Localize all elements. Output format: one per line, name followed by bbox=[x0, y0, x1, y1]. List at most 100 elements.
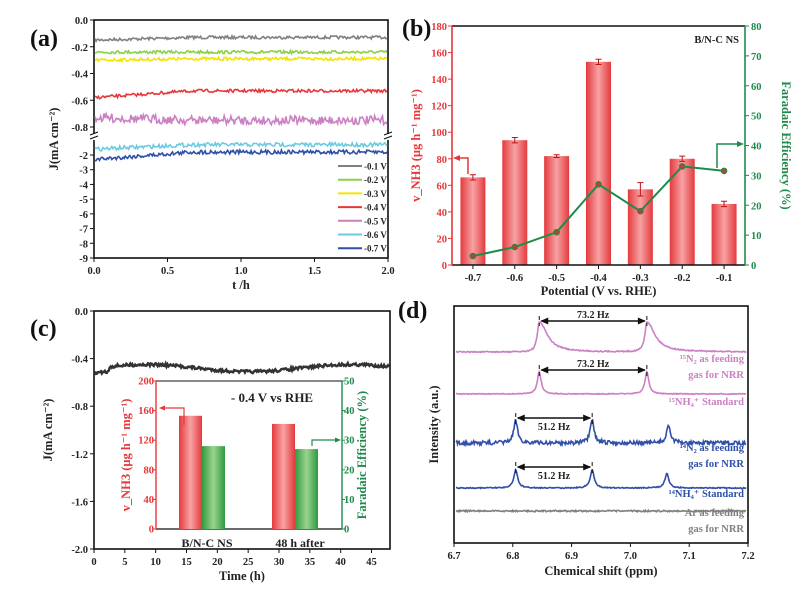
inset-y2-tick-label: 10 bbox=[344, 495, 355, 506]
y-tick-label-a: -2 bbox=[79, 151, 88, 162]
panel-c: (c)0.0-0.4-0.8-1.2-1.6-2.00 5 10 15 20 25 30 35… bbox=[30, 307, 391, 583]
spectrum-label-d: gas for NRR bbox=[688, 370, 744, 381]
inset-y-tick-label: 200 bbox=[138, 377, 154, 388]
plot-frame-c bbox=[93, 310, 391, 550]
x-tick-label-a: 1.0 bbox=[234, 266, 247, 277]
inset-y-tick-label: 80 bbox=[144, 465, 155, 476]
bar-b bbox=[544, 156, 570, 265]
series-line-a bbox=[95, 147, 388, 163]
y-tick-label-b: 80 bbox=[437, 155, 448, 166]
error-bar-b bbox=[511, 137, 518, 144]
legend-label-a: -0.4 V bbox=[364, 203, 387, 213]
x-tick-label-a: 1.5 bbox=[308, 266, 321, 277]
y-tick-label-c: -0.4 bbox=[71, 355, 88, 366]
arrowhead-c bbox=[335, 437, 341, 443]
x-tick-label-c: 0 bbox=[91, 557, 96, 568]
error-bar-b bbox=[469, 174, 476, 181]
current-trace-c bbox=[93, 360, 391, 377]
splitting-label-d: 51.2 Hz bbox=[538, 471, 571, 482]
left-axis-arrow-b bbox=[455, 157, 469, 174]
y2-tick-label-b: 30 bbox=[751, 171, 762, 182]
y2-tick-label-b: 80 bbox=[751, 22, 762, 33]
legend-label-a: -0.7 V bbox=[364, 244, 387, 254]
y2-tick-label-b: 70 bbox=[751, 52, 762, 63]
series-line-a bbox=[94, 33, 388, 44]
inset-title: - 0.4 V vs RHE bbox=[231, 390, 313, 405]
x-tick-label-b: -0.4 bbox=[590, 273, 607, 284]
y-tick-label-b: 160 bbox=[431, 49, 447, 60]
y-axis-label-d: Intensity (a.u.) bbox=[427, 385, 441, 463]
inset-fe-bar bbox=[202, 446, 225, 529]
arrowhead-d bbox=[516, 414, 592, 422]
x-axis-label-b: Potential (V vs. RHE) bbox=[541, 284, 657, 298]
error-bar-b bbox=[721, 200, 728, 208]
y-tick-label-c: 0.0 bbox=[75, 307, 88, 318]
fe-point-b bbox=[511, 243, 519, 251]
y2-tick-label-b: 50 bbox=[751, 112, 762, 123]
x-tick-label-a: 0.5 bbox=[161, 266, 174, 277]
plot-frame-a bbox=[93, 19, 389, 259]
nmr-spectrum-d bbox=[455, 418, 747, 448]
error-bar-b bbox=[637, 182, 644, 197]
x-tick-label-a: 2.0 bbox=[381, 266, 394, 277]
x-tick-label-c: 30 bbox=[274, 557, 285, 568]
inset-y-tick-label: 120 bbox=[138, 436, 154, 447]
y-tick-label-a: -0.2 bbox=[71, 43, 88, 54]
x-tick-label-c: 5 bbox=[122, 557, 127, 568]
peak-marker-d bbox=[515, 413, 593, 425]
x-axis-label-d: Chemical shift (ppm) bbox=[544, 564, 657, 578]
y2-axis-label-b: Faradaic Efficiency (%) bbox=[779, 81, 793, 209]
y-tick-label-c: -1.2 bbox=[71, 450, 88, 461]
y-axis-label-c: J(mA cm⁻²) bbox=[41, 399, 55, 462]
x-tick-label-d: 6.9 bbox=[565, 551, 578, 562]
inset-y-tick-label: 40 bbox=[144, 495, 155, 506]
y-tick-label-c: -1.6 bbox=[71, 497, 88, 508]
y-tick-label-a: -0.6 bbox=[71, 96, 88, 107]
inset-y-axis-label: v_NH3 (μg h⁻¹ mg⁻¹) bbox=[119, 399, 133, 512]
inset-category-label: B/N-C NS bbox=[181, 536, 232, 550]
plot-frame-d bbox=[453, 305, 749, 544]
y-tick-label-a: -8 bbox=[79, 239, 88, 250]
bar-b bbox=[460, 177, 486, 265]
panel-a: (a)0.0-0.2-0.4-0.6-0.8-2-3-4-5-6-7-8-90.… bbox=[30, 16, 395, 292]
y-tick-label-a: 0.0 bbox=[75, 16, 88, 27]
nmr-spectrum-d bbox=[456, 369, 747, 396]
x-tick-label-c: 40 bbox=[335, 557, 346, 568]
inset-yield-bar bbox=[179, 415, 202, 529]
legend-label-a: -0.6 V bbox=[364, 230, 387, 240]
y-tick-label-a: -6 bbox=[79, 210, 88, 221]
spectrum-label-d: gas for NRR bbox=[688, 524, 744, 535]
x-tick-label-d: 6.7 bbox=[447, 551, 460, 562]
y-tick-label-c: -0.8 bbox=[71, 402, 88, 413]
spectrum-label-d: gas for NRR bbox=[688, 459, 744, 470]
y-tick-label-b: 20 bbox=[437, 234, 448, 245]
y-tick-label-a: -5 bbox=[79, 195, 88, 206]
arrowhead-c bbox=[159, 405, 165, 411]
spectrum-label-d: ¹⁴NH₄⁺ Standard bbox=[669, 489, 745, 500]
nmr-spectrum-d bbox=[455, 508, 747, 514]
y-tick-label-c: -2.0 bbox=[71, 545, 88, 556]
inset-category-label: 48 h after bbox=[275, 536, 325, 550]
inset-y2-tick-label: 50 bbox=[344, 377, 355, 388]
x-tick-label-b: -0.5 bbox=[548, 273, 565, 284]
error-bar-b bbox=[679, 155, 686, 162]
inset-y-tick-label: 160 bbox=[138, 406, 154, 417]
y-tick-label-b: 40 bbox=[437, 208, 448, 219]
inset-right-arrow bbox=[311, 439, 338, 446]
y-tick-label-a: -0.8 bbox=[71, 123, 88, 134]
legend-label-a: -0.3 V bbox=[364, 189, 387, 199]
arrowhead-d bbox=[516, 463, 592, 471]
y-tick-label-b: 100 bbox=[431, 128, 447, 139]
y-tick-label-a: -0.4 bbox=[71, 70, 88, 81]
panel-label-d: (d) bbox=[398, 298, 427, 324]
y2-tick-label-b: 0 bbox=[751, 261, 756, 272]
x-axis-label-a: t /h bbox=[232, 278, 250, 292]
x-tick-label-c: 20 bbox=[212, 557, 223, 568]
y-tick-label-b: 140 bbox=[431, 75, 447, 86]
x-tick-label-d: 6.8 bbox=[506, 551, 519, 562]
peak-marker-d bbox=[538, 316, 648, 326]
inset-fe-bar bbox=[295, 449, 318, 529]
fe-point-b bbox=[678, 163, 686, 170]
x-tick-label-b: -0.2 bbox=[674, 273, 691, 284]
